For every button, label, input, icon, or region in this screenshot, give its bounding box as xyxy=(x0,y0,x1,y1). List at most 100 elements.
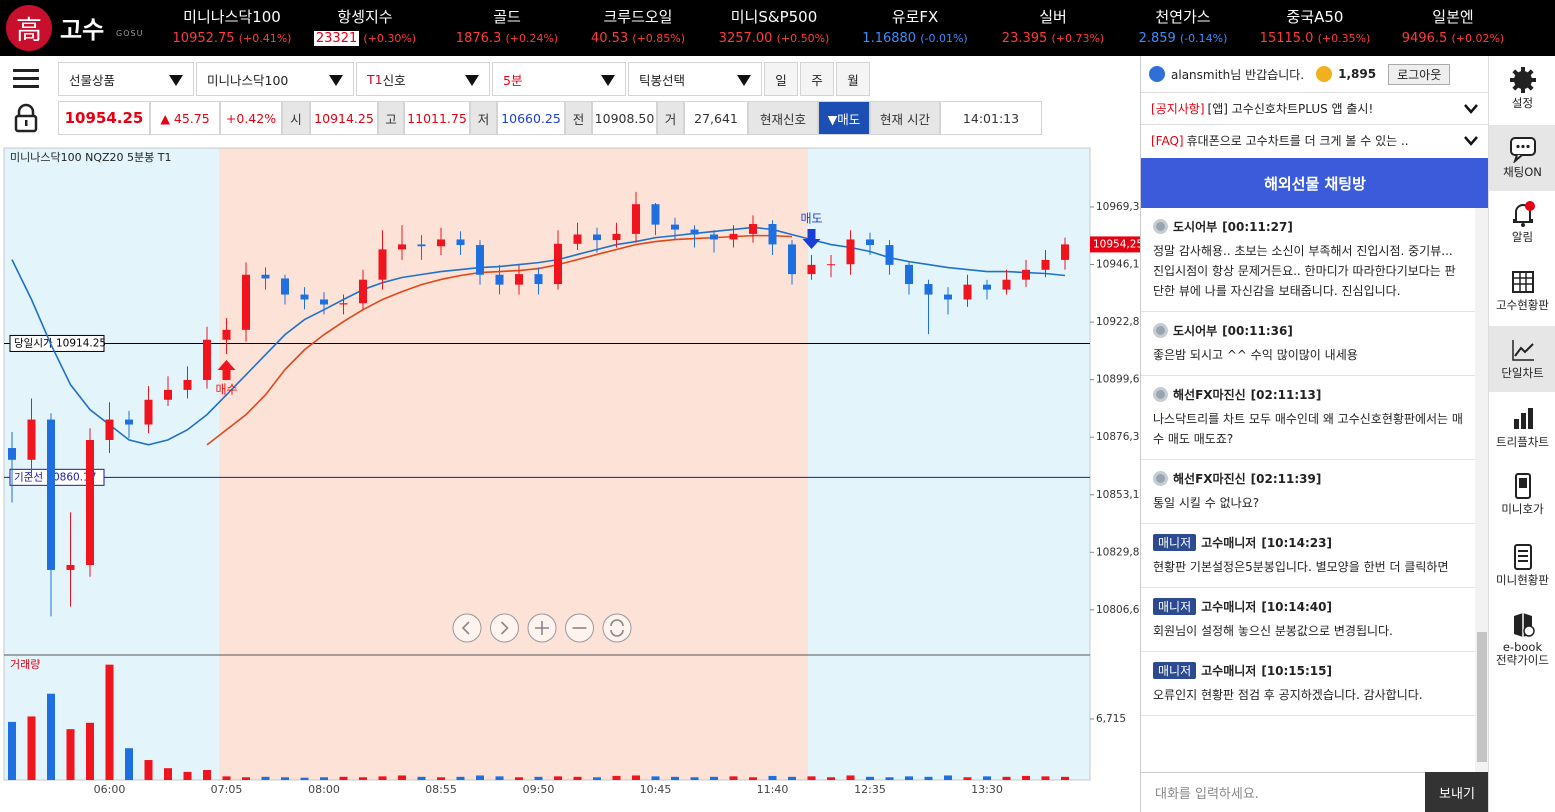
volume-bar xyxy=(593,777,601,780)
ticker-change: (+0.02%) xyxy=(1451,32,1505,45)
chart-title: 미니나스닥100 NQZ20 5분봉 T1 xyxy=(10,151,171,164)
quote-cell: 10908.50 xyxy=(592,101,657,135)
volume-bar xyxy=(203,770,211,780)
volume-bar xyxy=(320,777,328,780)
point-icon xyxy=(1316,66,1333,82)
notice-row[interactable]: [공지사항] [앱] 고수신호차트PLUS 앱 출시! xyxy=(1141,92,1489,124)
message-text: 통일 시킬 수 없나요? xyxy=(1153,496,1260,510)
ticker[interactable]: 항셍지수 23321 (+0.30%) xyxy=(290,0,440,56)
send-button[interactable]: 보내기 xyxy=(1425,772,1489,812)
ticker[interactable]: 미니S&P500 3257.00 (+0.50%) xyxy=(699,0,849,56)
logout-button[interactable]: 로그아웃 xyxy=(1388,63,1451,85)
ticker[interactable]: 유로FX 1.16880 (-0.01%) xyxy=(840,0,990,56)
lock-button[interactable] xyxy=(6,101,46,135)
sender-name: 해선FX마진신 xyxy=(1173,472,1246,486)
sidebar-item[interactable]: 단일차트 xyxy=(1489,326,1555,392)
sidebar-item[interactable]: 알림 xyxy=(1489,190,1555,256)
message: 해선FX마진신 [02:11:13] 나스닥트리를 차트 모두 매수인데 왜 고수신… xyxy=(1141,376,1475,460)
sidebar-label: 알림 xyxy=(1511,230,1534,244)
ticker[interactable]: 골드 1876.3 (+0.24%) xyxy=(432,0,582,56)
dropdown-arrow xyxy=(601,75,615,86)
chart-nav-button[interactable] xyxy=(490,613,519,643)
region xyxy=(219,148,808,780)
signal-label: 매도 xyxy=(800,211,822,225)
dropdown[interactable]: 5분 xyxy=(492,62,626,96)
ticker-price: 10952.75 xyxy=(172,31,235,46)
dropdown[interactable]: 틱봉선택 xyxy=(628,62,762,96)
period-button[interactable]: 월 xyxy=(836,62,870,96)
quote-cell[interactable]: ▼매도 xyxy=(818,101,870,135)
dropdown[interactable]: 선물상품 xyxy=(58,62,194,96)
message: 매니저 고수매니저 [10:14:23] 현황판 기본설정은5분봉입니다. 별모양을 … xyxy=(1141,524,1475,588)
ticker[interactable]: 미니나스닥100 10952.75 (+0.41%) xyxy=(157,0,307,56)
chart-nav-button[interactable] xyxy=(602,613,632,643)
sidebar-item[interactable]: 트리플차트 xyxy=(1489,395,1555,461)
sender-name: 해선FX마진신 xyxy=(1173,388,1246,402)
dropdown[interactable]: T1 신호 xyxy=(356,62,490,96)
candle-body xyxy=(8,448,16,460)
menu-button[interactable] xyxy=(6,62,46,96)
chat-input[interactable]: 대화를 입력하세요. xyxy=(1141,772,1425,812)
nav-icon xyxy=(610,619,624,637)
sidebar-item[interactable]: 채팅ON xyxy=(1489,125,1555,191)
period-button[interactable]: 일 xyxy=(764,62,798,96)
candle-body xyxy=(300,294,309,300)
volume-bar xyxy=(66,729,75,780)
period-button[interactable]: 주 xyxy=(800,62,834,96)
ticker-quote: 15115.0 (+0.35%) xyxy=(1240,31,1390,46)
manager-badge: 매니저 xyxy=(1153,662,1197,679)
sidebar-item[interactable]: 미니호가 xyxy=(1489,462,1555,528)
quote-cell: 전 xyxy=(565,101,592,135)
message: 해선FX마진신 [02:11:39] 통일 시킬 수 없나요? xyxy=(1141,460,1475,524)
ticker-change: (-0.01%) xyxy=(920,32,968,45)
message: 매니저 고수매니저 [10:15:15] 오류인지 현황판 점검 후 공지하겠습니다.… xyxy=(1141,652,1475,716)
candle-body xyxy=(105,419,114,440)
ticker-quote: 1.16880 (-0.01%) xyxy=(840,31,990,46)
ticker[interactable]: 크루드오일 40.53 (+0.85%) xyxy=(563,0,713,56)
volume-bar xyxy=(768,775,777,780)
chart-nav-button[interactable] xyxy=(527,613,557,643)
candle-body xyxy=(1002,279,1011,290)
chart: 미니나스닥100 NQZ20 5분봉 T1 10969,38 10946,13 109… xyxy=(3,147,1140,796)
sidebar-item[interactable]: e-book 전략가이드 xyxy=(1489,600,1555,680)
ticker[interactable]: 일본엔 9496.5 (+0.02%) xyxy=(1378,0,1528,56)
ticker-name: 유로FX xyxy=(891,8,939,26)
quote-cell: 거 xyxy=(657,101,684,135)
candle-body xyxy=(437,239,445,247)
volume-bar xyxy=(534,776,543,780)
sidebar-item[interactable]: 고수현황판 xyxy=(1489,258,1555,324)
volume-bar xyxy=(417,776,426,780)
x-tick-label: 13:30 xyxy=(971,783,1003,796)
y-tick-label: 10922,88 xyxy=(1096,316,1140,328)
message: 도시어부 [00:11:27] 정말 감사해용.. 초보는 소신이 부족해서 진입시… xyxy=(1141,208,1475,312)
sidebar-icon xyxy=(1513,408,1533,429)
reference-label-box xyxy=(9,334,105,352)
ticker-name: 실버 xyxy=(1039,8,1067,26)
ticker[interactable]: 천연가스 2.859 (-0.14%) xyxy=(1108,0,1258,56)
candle-body xyxy=(1022,269,1030,280)
candle-body xyxy=(788,244,796,275)
sidebar-item[interactable]: 설정 xyxy=(1489,56,1555,122)
quote-cell: 고 xyxy=(378,101,404,135)
candle-body xyxy=(495,274,504,285)
volume-bar xyxy=(846,775,855,780)
volume-bar xyxy=(554,776,562,780)
sidebar-item[interactable]: 미니현황판 xyxy=(1489,533,1555,599)
chart-nav-button[interactable] xyxy=(565,613,594,643)
dropdown[interactable]: 미니나스닥100 xyxy=(196,62,354,96)
message-time: [00:11:36] xyxy=(1222,323,1293,338)
message-time: [10:15:15] xyxy=(1261,663,1332,678)
notice-row[interactable]: [FAQ] 휴대폰으로 고수차트를 더 크게 볼 수 있는 .. xyxy=(1141,124,1489,156)
volume-bar xyxy=(27,716,36,780)
ticker[interactable]: 중국A50 15115.0 (+0.35%) xyxy=(1240,0,1390,56)
ticker-name: 크루드오일 xyxy=(603,8,673,26)
volume-bar xyxy=(8,721,16,780)
volume-bar xyxy=(222,776,231,780)
volume-bar xyxy=(437,777,445,780)
chart-nav-button[interactable] xyxy=(452,613,482,643)
ticker[interactable]: 실버 23.395 (+0.73%) xyxy=(978,0,1128,56)
sidebar-label: 채팅ON xyxy=(1503,165,1542,179)
ticker-price: 1876.3 xyxy=(455,31,502,46)
quote-cell: 10660.25 xyxy=(497,101,565,135)
candle-body xyxy=(573,234,582,244)
